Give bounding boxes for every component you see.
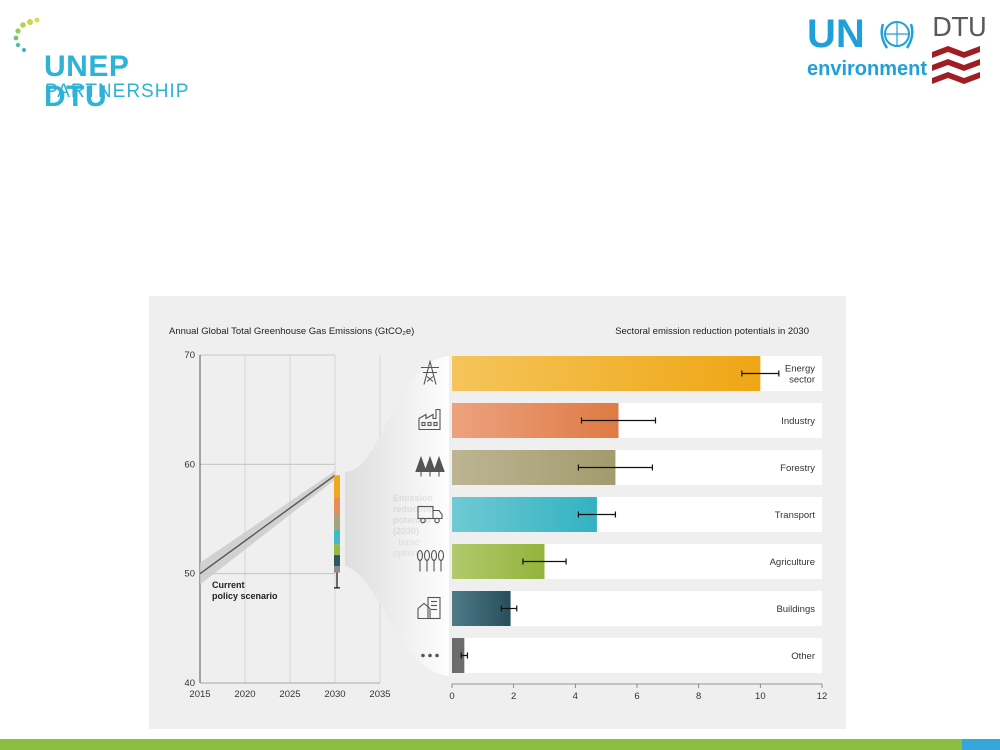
bar-x-tick-label: 12 bbox=[817, 691, 828, 702]
bar-x-tick-label: 6 bbox=[634, 691, 639, 702]
bar-row: Agriculture bbox=[452, 544, 822, 579]
category-label: Agriculture bbox=[770, 557, 815, 568]
x-tick-label: 2030 bbox=[324, 689, 345, 700]
emissions-figure: Annual Global Total Greenhouse Gas Emiss… bbox=[149, 296, 846, 729]
bar-row: Forestry bbox=[452, 450, 822, 485]
category-label: Industry bbox=[781, 416, 815, 427]
y-tick-label: 50 bbox=[184, 569, 195, 580]
bottom-bar bbox=[0, 739, 1000, 750]
reduction-stack-segment bbox=[334, 566, 340, 573]
bar-x-tick-label: 2 bbox=[511, 691, 516, 702]
logo-title: UNEP DTU bbox=[44, 50, 129, 113]
reduction-stack-segment bbox=[334, 544, 340, 556]
category-label: Energy bbox=[785, 364, 815, 375]
trees-icon bbox=[415, 455, 445, 477]
emissions-chart-svg: Annual Global Total Greenhouse Gas Emiss… bbox=[169, 326, 828, 702]
scenario-line bbox=[199, 474, 336, 575]
bar-x-tick-label: 10 bbox=[755, 691, 766, 702]
category-label: Forestry bbox=[780, 463, 815, 474]
category-label: Other bbox=[791, 651, 815, 662]
more-dots-icon bbox=[421, 653, 439, 658]
y-tick-label: 40 bbox=[184, 678, 195, 689]
factory-icon bbox=[418, 408, 441, 431]
bar-row: Industry bbox=[452, 403, 822, 438]
truck-icon bbox=[417, 505, 443, 524]
scenario-label-line: Current bbox=[212, 580, 245, 590]
x-tick-label: 2020 bbox=[234, 689, 255, 700]
bottom-bar-accent bbox=[962, 739, 1000, 750]
category-label: sector bbox=[789, 375, 815, 386]
un-logo-text: UN bbox=[807, 12, 865, 56]
line-chart-group: 7060504020152020202520302035Emissionredu… bbox=[184, 350, 449, 700]
x-tick-label: 2015 bbox=[189, 689, 210, 700]
reduction-stack-segment bbox=[334, 497, 340, 514]
sector-bar bbox=[452, 356, 761, 391]
building-icon bbox=[417, 596, 441, 620]
reduction-stack-segment bbox=[334, 513, 340, 530]
dtu-logo: DTU bbox=[930, 14, 987, 94]
sector-bar bbox=[452, 497, 597, 532]
x-tick-label: 2025 bbox=[279, 689, 300, 700]
scenario-label-line: policy scenario bbox=[212, 591, 278, 601]
un-environment-logo: UN environment bbox=[805, 12, 927, 84]
reduction-stack-segment bbox=[334, 475, 340, 498]
scenario-band bbox=[200, 470, 335, 585]
bar-x-tick-label: 8 bbox=[696, 691, 701, 702]
reduction-stack-segment bbox=[334, 555, 340, 567]
bar-row: Other bbox=[452, 638, 822, 673]
y-tick-label: 70 bbox=[184, 350, 195, 361]
dtu-logo-text: DTU bbox=[932, 13, 987, 43]
y-tick-label: 60 bbox=[184, 459, 195, 470]
wheat-icon bbox=[416, 549, 445, 572]
environment-text: environment bbox=[807, 58, 928, 80]
unep-dtu-logo: UNEP DTU PARTNERSHIP bbox=[10, 12, 200, 112]
dot-circle-icon bbox=[13, 17, 40, 52]
un-emblem-icon bbox=[880, 21, 914, 49]
sector-bar bbox=[452, 638, 465, 673]
dtu-waves-icon bbox=[932, 46, 980, 84]
reduction-stack-segment bbox=[334, 529, 340, 545]
bar-x-tick-label: 4 bbox=[573, 691, 578, 702]
right-chart-title: Sectoral emission reduction potentials i… bbox=[615, 326, 809, 337]
x-tick-label: 2035 bbox=[369, 689, 390, 700]
logo-subtitle: PARTNERSHIP bbox=[45, 81, 190, 102]
bar-row: Buildings bbox=[452, 591, 822, 626]
left-chart-title: Annual Global Total Greenhouse Gas Emiss… bbox=[169, 326, 414, 337]
category-label: Transport bbox=[775, 510, 816, 521]
fan-connector bbox=[345, 356, 449, 676]
power-pylon-icon bbox=[421, 359, 439, 385]
bar-row: Transport bbox=[452, 497, 822, 532]
bar-x-tick-label: 0 bbox=[449, 691, 454, 702]
category-label: Buildings bbox=[776, 604, 815, 615]
bar-background bbox=[452, 638, 822, 673]
